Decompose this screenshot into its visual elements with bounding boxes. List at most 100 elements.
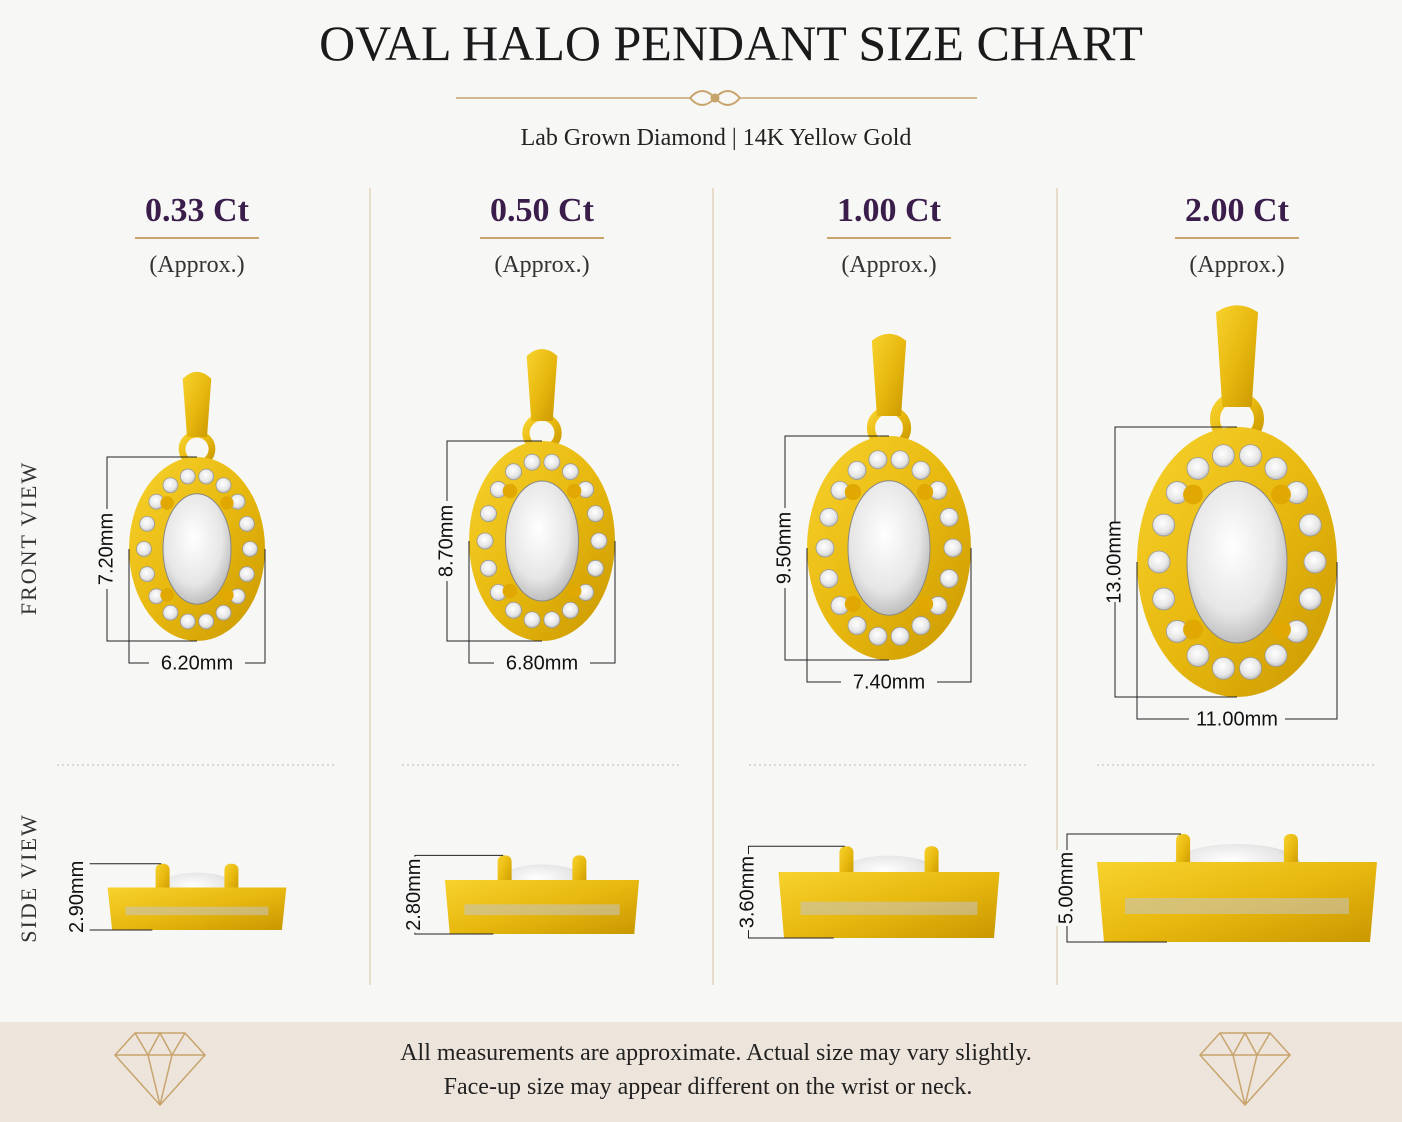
halo-diamond xyxy=(179,468,196,485)
width-label: 7.40mm xyxy=(853,671,925,693)
halo-diamond xyxy=(1239,656,1262,680)
side-prong xyxy=(1283,834,1298,869)
prong xyxy=(220,496,234,510)
diamond-icon xyxy=(113,1031,1292,1107)
depth-label: 5.00mm xyxy=(1055,852,1077,924)
halo-diamond xyxy=(480,559,497,577)
halo-diamond xyxy=(215,477,232,494)
halo-diamond xyxy=(139,515,156,532)
halo-diamond xyxy=(815,538,835,558)
prong xyxy=(220,588,234,602)
center-stone xyxy=(162,493,232,605)
approx-note: (Approx.) xyxy=(494,252,589,278)
side-prong xyxy=(572,855,587,887)
side-gap xyxy=(800,901,978,915)
halo-diamond xyxy=(198,468,215,485)
pendant-front xyxy=(469,349,615,641)
label-bg xyxy=(841,670,937,694)
center-stone xyxy=(847,480,931,616)
side-gap xyxy=(1125,898,1349,914)
halo-diamond xyxy=(543,611,561,629)
footer-band xyxy=(0,1022,1402,1122)
halo-diamond xyxy=(238,566,255,583)
halo-diamond xyxy=(215,604,232,621)
prong xyxy=(1183,484,1203,505)
approx-note: (Approx.) xyxy=(1189,252,1284,278)
side-prong xyxy=(839,846,854,879)
pendant-front xyxy=(807,333,971,660)
halo-diamond xyxy=(587,559,604,577)
halo-diamond xyxy=(179,613,196,630)
label-bg xyxy=(1103,522,1127,602)
prong xyxy=(844,483,862,501)
halo-diamond xyxy=(819,507,839,527)
pendant-side xyxy=(778,846,1000,938)
halo-diamond xyxy=(1152,513,1176,537)
halo-diamond xyxy=(943,538,963,558)
label-bg xyxy=(1189,707,1285,731)
prong xyxy=(566,483,582,499)
prong xyxy=(502,483,518,499)
halo-diamond xyxy=(847,460,867,480)
halo-diamond xyxy=(198,613,215,630)
prong xyxy=(844,595,862,613)
halo-diamond xyxy=(939,507,959,527)
footer-line: Face-up size may appear different on the… xyxy=(444,1074,973,1100)
side-prong xyxy=(497,855,512,887)
footer-line: All measurements are approximate. Actual… xyxy=(400,1040,1032,1066)
halo-diamond xyxy=(1264,644,1288,667)
depth-label: 3.60mm xyxy=(737,856,759,928)
halo-diamond xyxy=(939,569,959,589)
pendant-front xyxy=(129,371,265,641)
halo-diamond xyxy=(847,616,867,636)
halo-diamond xyxy=(1239,444,1262,468)
height-label: 9.50mm xyxy=(773,512,795,584)
halo-diamond xyxy=(890,626,910,646)
height-label: 8.70mm xyxy=(435,505,457,577)
width-label: 6.80mm xyxy=(506,652,578,674)
prong xyxy=(160,496,174,510)
bail xyxy=(526,349,558,421)
halo-diamond xyxy=(523,611,541,629)
halo-diamond xyxy=(238,515,255,532)
prong xyxy=(566,583,582,599)
halo-diamond xyxy=(868,450,888,470)
halo-diamond xyxy=(139,566,156,583)
side-prong xyxy=(155,863,170,894)
side-prong xyxy=(924,846,939,879)
halo-diamond xyxy=(505,601,522,619)
halo-diamond xyxy=(562,601,579,619)
label-bg xyxy=(95,509,119,589)
prong xyxy=(916,595,934,613)
center-stone xyxy=(505,480,579,602)
carat-label: 2.00 Ct xyxy=(1185,192,1290,229)
carat-label: 1.00 Ct xyxy=(837,192,942,229)
pendant-side xyxy=(444,855,640,934)
prong xyxy=(1271,484,1291,505)
halo-diamond xyxy=(911,460,931,480)
halo-diamond xyxy=(868,626,888,646)
halo-diamond xyxy=(1212,656,1235,680)
depth-label: 2.80mm xyxy=(403,859,425,931)
approx-note: (Approx.) xyxy=(149,252,244,278)
approx-note: (Approx.) xyxy=(841,252,936,278)
halo-diamond xyxy=(162,477,179,494)
prong xyxy=(1183,619,1203,640)
halo-diamond xyxy=(890,450,910,470)
row-label: SIDE VIEW xyxy=(16,813,41,942)
halo-diamond xyxy=(136,541,152,557)
label-bg xyxy=(435,501,459,581)
halo-diamond xyxy=(543,453,561,471)
pendant-side xyxy=(1097,834,1377,942)
halo-diamond xyxy=(911,616,931,636)
label-bg xyxy=(402,856,427,933)
pendant-side xyxy=(107,863,287,930)
carat-label: 0.33 Ct xyxy=(145,192,250,229)
side-prong xyxy=(1176,834,1191,869)
halo-diamond xyxy=(480,505,497,523)
side-prong xyxy=(224,863,239,894)
label-bg xyxy=(736,854,761,931)
prong xyxy=(502,583,518,599)
height-label: 13.00mm xyxy=(1103,520,1125,603)
